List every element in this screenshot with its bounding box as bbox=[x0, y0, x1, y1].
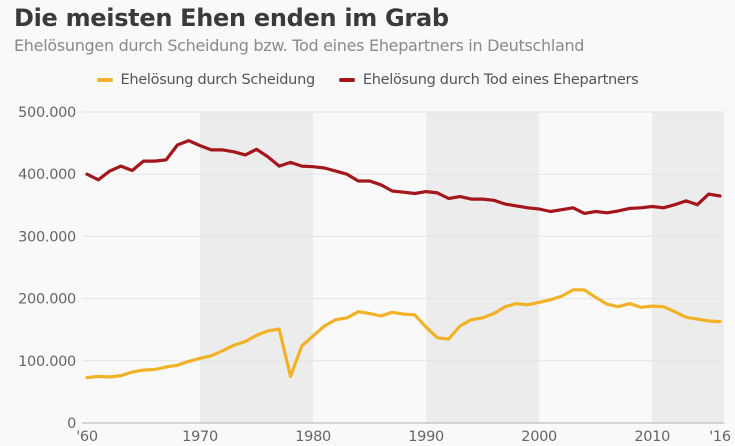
x-tick-label: 2000 bbox=[521, 429, 557, 445]
shaded-band-1990 bbox=[426, 112, 540, 423]
y-tick-label: 200.000 bbox=[18, 292, 76, 308]
y-tick-label: 400.000 bbox=[18, 167, 76, 183]
chart-subtitle: Ehelösungen durch Scheidung bzw. Tod ein… bbox=[14, 36, 585, 55]
x-tick-label: 1990 bbox=[408, 429, 444, 445]
x-tick-label: '16 bbox=[709, 429, 731, 445]
shaded-band-2010 bbox=[652, 112, 724, 423]
y-axis-ticks: 0 100.000 200.000 300.000 400.000 500.000 bbox=[18, 105, 76, 432]
y-tick-label: 500.000 bbox=[18, 105, 76, 121]
x-axis-ticks: '60 1970 1980 1990 2000 2010 '16 bbox=[76, 429, 731, 445]
x-tick-label: 1980 bbox=[295, 429, 331, 445]
y-tick-label: 100.000 bbox=[18, 354, 76, 370]
legend-label-scheidung: Ehelösung durch Scheidung bbox=[120, 72, 316, 88]
shaded-band-1970 bbox=[200, 112, 314, 423]
shaded-bands bbox=[200, 112, 724, 423]
legend-label-tod: Ehelösung durch Tod eines Ehepartners bbox=[362, 72, 639, 88]
x-tick-label: '60 bbox=[76, 429, 98, 445]
y-tick-label: 300.000 bbox=[18, 229, 76, 245]
series-line-scheidung bbox=[85, 288, 722, 380]
gridlines bbox=[82, 111, 724, 424]
legend-swatch-scheidung bbox=[96, 78, 113, 82]
legend-item-tod[interactable]: Ehelösung durch Tod eines Ehepartners bbox=[338, 72, 639, 88]
chart-title: Die meisten Ehen enden im Grab bbox=[14, 4, 449, 32]
series-line-tod bbox=[85, 139, 722, 215]
legend-swatch-tod bbox=[338, 78, 355, 82]
x-tick-label: 2010 bbox=[634, 429, 670, 445]
legend: Ehelösung durch Scheidung Ehelösung durc… bbox=[0, 72, 735, 88]
series-lines bbox=[85, 139, 722, 380]
legend-item-scheidung[interactable]: Ehelösung durch Scheidung bbox=[96, 72, 316, 88]
x-tick-label: 1970 bbox=[182, 429, 218, 445]
y-tick-label: 0 bbox=[67, 416, 76, 432]
